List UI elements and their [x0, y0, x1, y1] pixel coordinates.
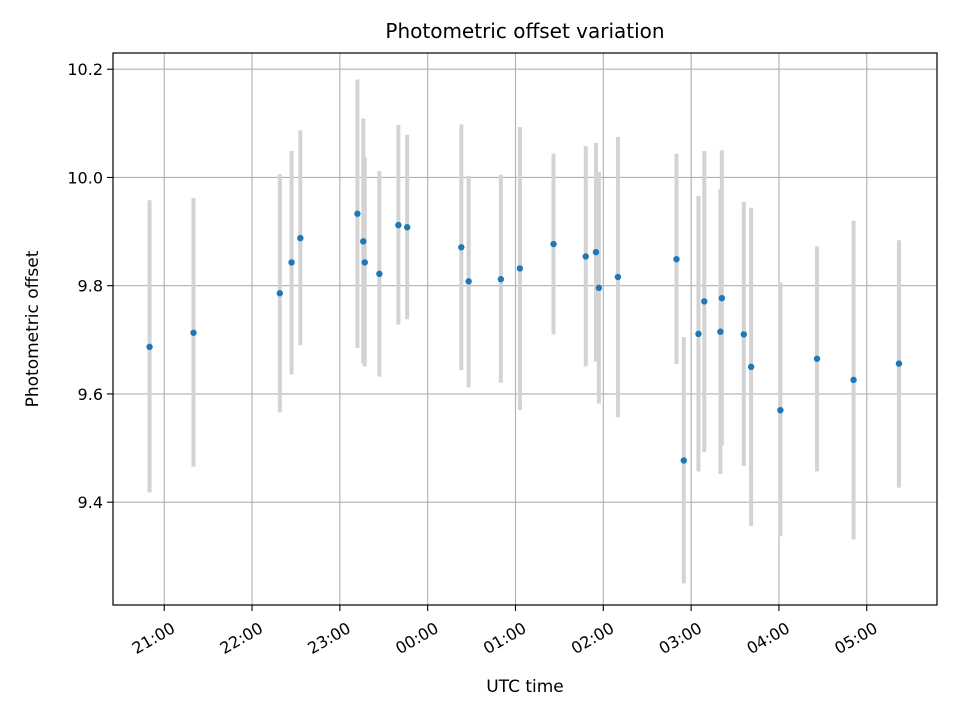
data-point — [595, 284, 603, 292]
data-point — [465, 278, 472, 285]
data-point — [376, 270, 383, 277]
data-point — [550, 240, 557, 248]
plot-frame — [112, 52, 938, 606]
data-point — [361, 259, 368, 266]
plot-area — [113, 53, 937, 605]
data-point — [582, 253, 589, 260]
data-point — [592, 248, 600, 256]
y-tick-label: 9.8 — [78, 277, 103, 296]
data-points — [146, 210, 903, 464]
data-point — [146, 343, 153, 351]
data-point — [895, 360, 903, 367]
data-point — [695, 330, 702, 338]
data-point — [360, 238, 367, 245]
y-axis: 9.4 9.6 9.8 10.0 10.2 — [67, 60, 113, 512]
y-tick-label: 9.4 — [78, 493, 103, 512]
data-point — [717, 328, 724, 335]
data-point — [614, 273, 622, 281]
data-point — [354, 210, 361, 217]
data-point — [673, 255, 680, 263]
y-tick-label: 10.0 — [67, 168, 103, 187]
data-point — [190, 329, 197, 336]
data-point — [403, 224, 411, 231]
data-point — [701, 298, 708, 305]
chart-title: Photometric offset variation — [385, 19, 664, 43]
grid — [113, 53, 937, 605]
data-point — [395, 221, 402, 229]
data-point — [297, 234, 304, 242]
data-point — [740, 331, 748, 338]
data-point — [718, 294, 726, 302]
data-point — [516, 265, 524, 272]
y-tick-label: 9.6 — [78, 385, 103, 404]
data-point — [497, 276, 505, 283]
data-point — [777, 406, 784, 414]
data-point — [276, 290, 284, 297]
data-point — [458, 244, 465, 251]
y-tick-label: 10.2 — [67, 60, 103, 79]
data-point — [850, 376, 857, 384]
x-axis-title: UTC time — [486, 677, 564, 697]
data-point — [680, 457, 687, 464]
data-point — [288, 259, 295, 266]
y-axis-title: Photometric offset — [23, 250, 43, 407]
data-point — [747, 363, 755, 371]
data-point — [813, 355, 821, 362]
